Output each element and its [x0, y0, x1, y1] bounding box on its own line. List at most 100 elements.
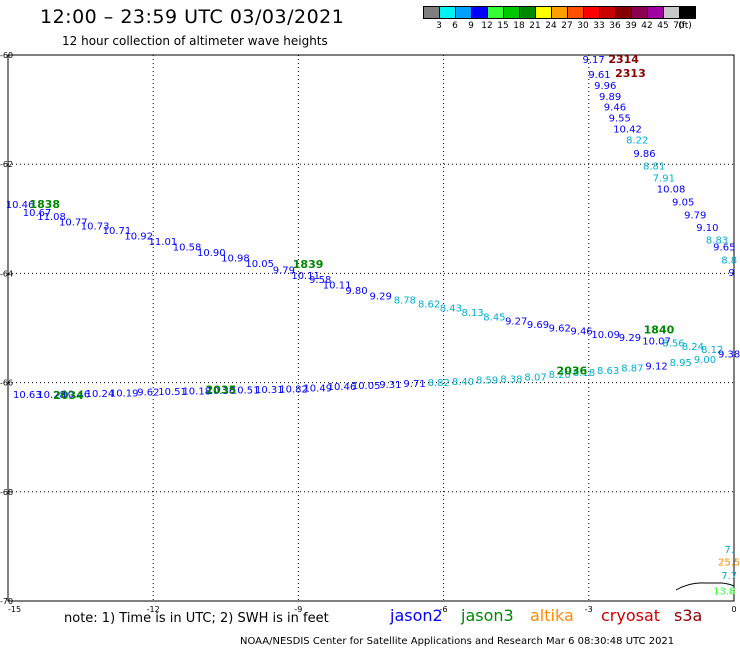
data-label: 10.07	[642, 336, 671, 347]
data-label: 9.38	[718, 349, 740, 360]
legend-label: 27	[561, 21, 573, 31]
data-label: 8.22	[626, 135, 648, 146]
pass-label: 1839	[293, 258, 324, 271]
chart-subtitle: 12 hour collection of altimeter wave hei…	[62, 34, 328, 48]
data-label: 8.59	[476, 376, 498, 387]
data-label: 7.	[724, 545, 734, 556]
data-label: 9.62	[137, 388, 159, 399]
legend-label: 21	[529, 21, 541, 31]
data-label: 9.86	[633, 149, 655, 160]
color-scale-legend	[423, 6, 696, 19]
data-label: 10.67	[23, 208, 52, 219]
data-label: 9.46	[570, 327, 592, 338]
data-label: 9.12	[645, 361, 667, 372]
data-label: 8.87	[621, 364, 643, 375]
x-tick-label: -3	[585, 605, 593, 614]
satellite-jason2: jason2	[390, 606, 443, 625]
data-label: 10.46	[6, 200, 35, 211]
legend-label: (ft)	[678, 21, 692, 31]
data-label: 10.82	[279, 384, 308, 395]
data-label: 9.79	[273, 265, 295, 276]
pass-label: 2314	[608, 53, 639, 66]
data-label: 9.79	[684, 210, 706, 221]
data-label: 10.05	[245, 259, 274, 270]
coastline	[675, 582, 735, 591]
data-label: 9.00	[694, 355, 716, 366]
pass-label: 1838	[29, 198, 60, 211]
data-label: 10.92	[124, 232, 153, 243]
legend-label: 6	[452, 21, 458, 31]
data-label: 9.27	[505, 317, 527, 328]
data-label: 25.5	[718, 558, 740, 569]
y-tick-label: -60	[0, 51, 13, 60]
y-tick-label: -70	[0, 597, 13, 606]
pass-label: 2034	[53, 389, 84, 402]
data-label: 10.31	[255, 385, 284, 396]
y-tick-label: -62	[0, 160, 13, 169]
data-label: 8.8	[721, 256, 737, 267]
data-label: 10.08	[657, 185, 686, 196]
legend-label: 45	[657, 21, 669, 31]
x-tick-label: -12	[147, 605, 160, 614]
data-label: 8.56	[662, 339, 684, 350]
data-label: 8.83	[706, 235, 728, 246]
data-label: 8.12	[701, 345, 723, 356]
data-label: 11.01	[149, 237, 178, 248]
data-label: 10.73	[81, 222, 110, 233]
data-label: 8.81	[643, 162, 665, 173]
data-label: 9.31	[379, 380, 401, 391]
data-label: 10.49	[303, 383, 332, 394]
data-label: 10.46	[61, 389, 90, 400]
data-label: 9.96	[594, 81, 616, 92]
data-label: 8.38	[500, 375, 522, 386]
legend-label: 3	[436, 21, 442, 31]
legend-label: 15	[497, 21, 509, 31]
legend-swatch	[679, 6, 696, 19]
data-label: 10.09	[591, 330, 620, 341]
data-label: 13.8	[713, 586, 735, 597]
x-tick-label: -9	[294, 605, 302, 614]
legend-label: 36	[609, 21, 621, 31]
data-label: 9	[728, 268, 734, 279]
data-label: 9.61	[588, 70, 610, 81]
satellite-s3a: s3a	[674, 606, 703, 625]
legend-label: 30	[577, 21, 589, 31]
data-label: 10.05	[352, 381, 381, 392]
data-label: 9.62	[549, 323, 571, 334]
plot-frame	[7, 54, 735, 602]
data-label: 9.65	[713, 242, 735, 253]
data-label: 10.11	[323, 281, 352, 292]
data-label: 8.07	[524, 372, 546, 383]
data-label: 8.45	[483, 312, 505, 323]
data-label: 7.91	[653, 174, 675, 185]
data-label: 10.24	[86, 389, 115, 400]
legend-label: 12	[481, 21, 493, 31]
x-tick-label: -6	[440, 605, 448, 614]
pass-label: 1840	[644, 323, 675, 336]
y-tick-label: -64	[0, 269, 13, 278]
data-label: 9.29	[619, 333, 641, 344]
pass-label: 2035	[206, 384, 237, 397]
data-label: 10.98	[221, 253, 250, 264]
chart-title: 12:00 – 23:59 UTC 03/03/2021	[40, 6, 345, 28]
footer-note: note: 1) Time is in UTC; 2) SWH is in fe…	[64, 611, 329, 626]
data-label: 10.42	[613, 125, 642, 136]
data-label: 10.63	[13, 390, 42, 401]
pass-label: 2313	[615, 67, 646, 80]
data-label: 9.17	[583, 55, 605, 66]
data-label: 10.36	[207, 386, 236, 397]
data-label: 10.46	[328, 382, 357, 393]
data-label: 10.77	[59, 217, 88, 228]
data-label: 10.90	[197, 248, 226, 259]
data-label: 8.18	[573, 368, 595, 379]
data-label: 9.46	[604, 103, 626, 114]
data-label: 8.78	[394, 295, 416, 306]
data-label: 8.40	[452, 377, 474, 388]
data-label: 8.82	[428, 378, 450, 389]
data-label: 9.10	[696, 223, 718, 234]
data-label: 10.19	[110, 388, 139, 399]
satellite-cryosat: cryosat	[601, 606, 661, 625]
legend-label: 9	[468, 21, 474, 31]
data-label: 8.95	[670, 358, 692, 369]
